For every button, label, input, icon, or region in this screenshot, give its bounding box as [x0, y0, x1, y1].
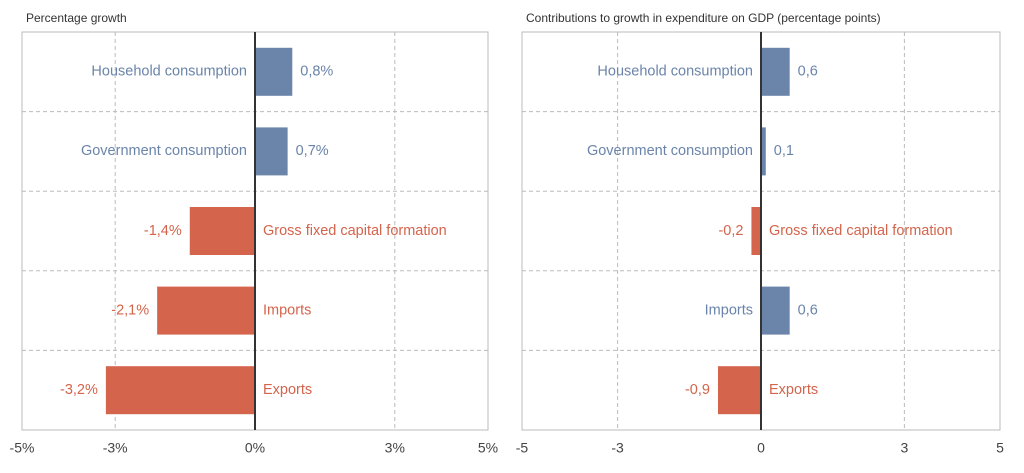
category-label: Government consumption — [587, 143, 753, 159]
chart-title: Contributions to growth in expenditure o… — [526, 11, 881, 25]
category-label: Household consumption — [597, 64, 753, 80]
bar — [189, 207, 255, 255]
bar — [255, 127, 288, 176]
category-label: Gross fixed capital formation — [263, 223, 447, 239]
value-label: -0,9 — [685, 382, 710, 398]
value-label: 0,8% — [300, 64, 333, 80]
x-tick-label: 3 — [901, 440, 909, 456]
category-label: Exports — [769, 382, 818, 398]
value-label: -3,2% — [60, 382, 98, 398]
x-tick-label: -3% — [103, 440, 128, 456]
chart-title: Percentage growth — [26, 11, 127, 25]
bar — [751, 207, 761, 255]
bar — [157, 286, 255, 335]
value-label: -1,4% — [144, 223, 182, 239]
bar — [761, 47, 790, 96]
category-label: Household consumption — [91, 64, 247, 80]
x-tick-label: -3 — [611, 440, 624, 456]
value-label: 0,7% — [296, 143, 329, 159]
value-label: 0,6 — [798, 64, 818, 80]
bar — [761, 127, 766, 176]
x-tick-label: -5 — [516, 440, 529, 456]
bar — [761, 286, 790, 335]
x-tick-label: 3% — [385, 440, 405, 456]
x-tick-label: 0 — [757, 440, 765, 456]
category-label: Government consumption — [81, 143, 247, 159]
x-tick-label: 0% — [245, 440, 265, 456]
x-tick-label: 5 — [996, 440, 1004, 456]
value-label: -0,2 — [718, 223, 743, 239]
bar — [255, 47, 293, 96]
category-label: Exports — [263, 382, 312, 398]
x-tick-label: 5% — [478, 440, 498, 456]
x-tick-label: -5% — [10, 440, 35, 456]
bar — [105, 366, 255, 415]
category-label: Gross fixed capital formation — [769, 223, 953, 239]
value-label: -2,1% — [111, 302, 149, 318]
category-label: Imports — [263, 302, 311, 318]
value-label: 0,6 — [798, 302, 818, 318]
bar — [717, 366, 761, 415]
category-label: Imports — [705, 302, 753, 318]
value-label: 0,1 — [774, 143, 794, 159]
